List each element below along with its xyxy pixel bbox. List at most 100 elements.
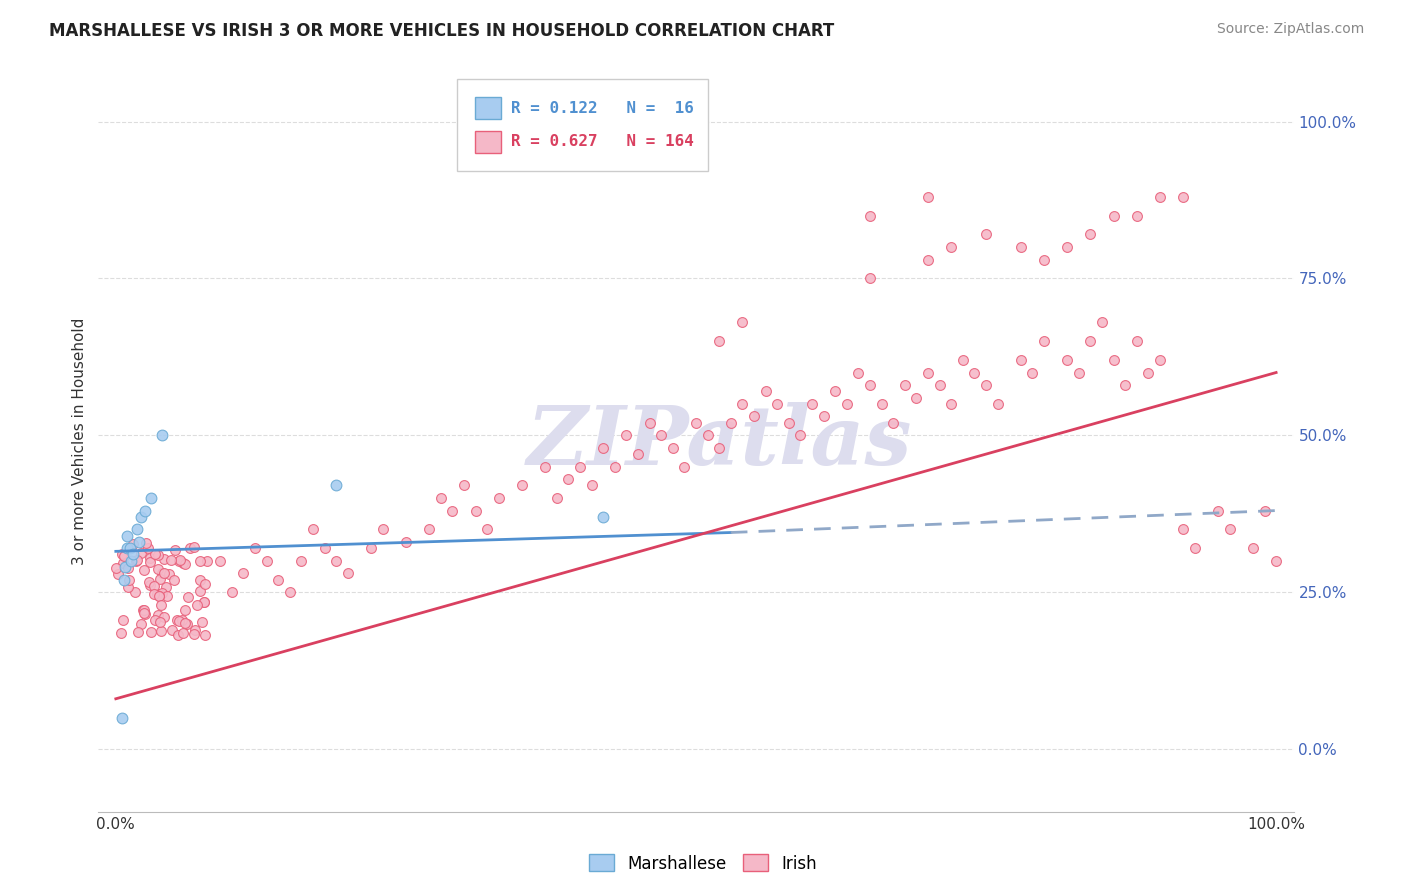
- Point: [720, 416, 742, 430]
- Point: [122, 548, 145, 562]
- Point: [174, 558, 197, 572]
- Point: [111, 614, 134, 628]
- Point: [117, 574, 139, 588]
- Point: [824, 384, 846, 399]
- Point: [488, 491, 510, 505]
- Point: [131, 616, 153, 631]
- Point: [167, 628, 190, 642]
- Point: [112, 573, 135, 587]
- Y-axis label: 3 or more Vehicles in Household: 3 or more Vehicles in Household: [72, 318, 87, 566]
- Point: [974, 227, 997, 242]
- Point: [859, 209, 882, 223]
- Point: [267, 573, 290, 587]
- Point: [952, 353, 974, 368]
- Point: [193, 577, 215, 591]
- Point: [1219, 522, 1241, 536]
- Point: [941, 397, 963, 411]
- Point: [163, 543, 186, 558]
- Point: [125, 522, 148, 536]
- Point: [243, 541, 266, 556]
- Point: [117, 560, 139, 574]
- Point: [592, 509, 614, 524]
- Point: [1149, 353, 1171, 368]
- Point: [1241, 541, 1264, 556]
- Text: MARSHALLESE VS IRISH 3 OR MORE VEHICLES IN HOUSEHOLD CORRELATION CHART: MARSHALLESE VS IRISH 3 OR MORE VEHICLES …: [49, 22, 834, 40]
- Point: [941, 240, 963, 254]
- Point: [117, 580, 139, 594]
- Point: [928, 378, 950, 392]
- Point: [146, 607, 169, 622]
- Point: [188, 573, 211, 587]
- Point: [156, 589, 179, 603]
- Point: [139, 551, 162, 566]
- Point: [193, 595, 215, 609]
- Point: [290, 554, 312, 568]
- Point: [195, 554, 218, 568]
- Point: [155, 580, 177, 594]
- Point: [134, 607, 156, 622]
- Point: [157, 567, 180, 582]
- Point: [169, 553, 191, 567]
- Point: [801, 397, 824, 411]
- Point: [160, 623, 183, 637]
- FancyBboxPatch shape: [475, 130, 501, 153]
- Point: [627, 447, 650, 461]
- Point: [188, 554, 211, 568]
- Point: [145, 547, 167, 561]
- Point: [153, 551, 176, 566]
- Point: [963, 366, 986, 380]
- Point: [173, 603, 195, 617]
- Point: [302, 522, 325, 536]
- Point: [145, 587, 167, 601]
- Point: [278, 585, 301, 599]
- Point: [112, 549, 135, 564]
- Point: [141, 625, 163, 640]
- Point: [167, 614, 190, 628]
- Point: [143, 579, 166, 593]
- Point: [859, 378, 882, 392]
- Point: [172, 556, 194, 570]
- Point: [139, 491, 162, 505]
- Text: ZIPatlas: ZIPatlas: [527, 401, 912, 482]
- Point: [603, 459, 626, 474]
- Point: [441, 503, 464, 517]
- Point: [134, 503, 156, 517]
- Point: [121, 537, 143, 551]
- Point: [974, 378, 997, 392]
- Point: [418, 522, 440, 536]
- Point: [148, 589, 170, 603]
- Point: [813, 409, 835, 424]
- Point: [1091, 315, 1114, 329]
- Point: [1265, 554, 1288, 568]
- Point: [1126, 334, 1149, 348]
- Point: [153, 610, 176, 624]
- Point: [149, 572, 172, 586]
- Point: [129, 545, 152, 559]
- Point: [778, 416, 800, 430]
- Point: [1033, 252, 1056, 267]
- Point: [111, 710, 134, 724]
- Point: [117, 541, 139, 556]
- Point: [894, 378, 917, 392]
- Point: [848, 366, 870, 380]
- Point: [1173, 522, 1195, 536]
- Point: [336, 566, 359, 581]
- Point: [859, 271, 882, 285]
- Point: [191, 615, 214, 630]
- Point: [325, 478, 347, 492]
- Point: [325, 554, 347, 568]
- Point: [183, 623, 205, 637]
- Point: [232, 566, 254, 581]
- Point: [731, 315, 754, 329]
- Point: [1056, 240, 1078, 254]
- Point: [167, 554, 190, 568]
- Point: [1114, 378, 1136, 392]
- Point: [111, 556, 134, 570]
- Point: [146, 561, 169, 575]
- Point: [1253, 503, 1275, 517]
- Point: [134, 602, 156, 616]
- Point: [118, 541, 141, 556]
- Point: [172, 625, 194, 640]
- Point: [117, 529, 139, 543]
- Text: Source: ZipAtlas.com: Source: ZipAtlas.com: [1216, 22, 1364, 37]
